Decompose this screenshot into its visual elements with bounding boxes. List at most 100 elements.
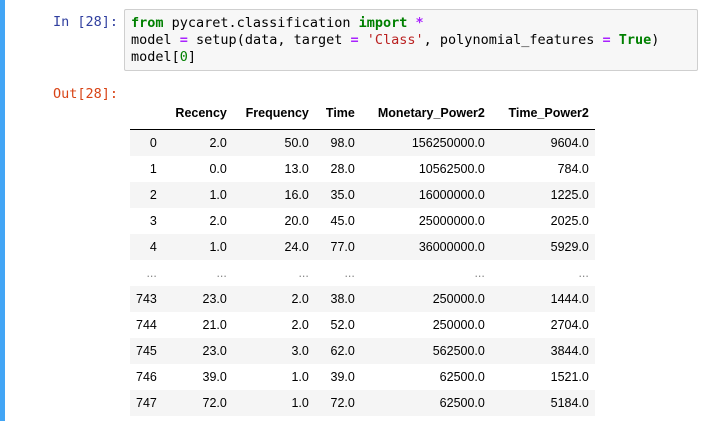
code-token: True bbox=[618, 32, 652, 48]
table-cell: ... bbox=[474, 265, 485, 280]
row-index: 744 bbox=[136, 317, 157, 332]
table-cell: 250000.0 bbox=[432, 317, 485, 332]
table-cell: 9604.0 bbox=[550, 135, 589, 150]
row-index: 3 bbox=[149, 213, 157, 228]
table-cell: ... bbox=[578, 265, 589, 280]
column-header: Time_Power2 bbox=[490, 97, 595, 130]
code-line: model[0] bbox=[131, 49, 691, 66]
output-prompt: Out[28]: bbox=[52, 86, 118, 102]
code-token: ] bbox=[187, 49, 197, 65]
code-token: model[ bbox=[131, 49, 180, 65]
table-cell: 62500.0 bbox=[439, 369, 485, 384]
column-header: Monetary_Power2 bbox=[360, 97, 491, 130]
table-cell: 38.0 bbox=[330, 291, 355, 306]
code-token: model bbox=[131, 32, 180, 48]
table-cell: 1.0 bbox=[291, 395, 309, 410]
table-row: 3 2.0 20.0 45.0 25000000.0 2025.0 bbox=[130, 208, 595, 234]
table-cell: 784.0 bbox=[557, 161, 589, 176]
table-cell: 77.0 bbox=[330, 239, 355, 254]
table-row: 0 2.0 50.0 98.0 156250000.0 9604.0 bbox=[130, 129, 595, 156]
table-cell: 45.0 bbox=[330, 213, 355, 228]
row-index: ... bbox=[146, 265, 157, 280]
index-header bbox=[130, 97, 163, 130]
code-token bbox=[611, 32, 619, 48]
row-index: 747 bbox=[136, 395, 157, 410]
column-header: Time bbox=[314, 97, 361, 130]
row-index: 2 bbox=[149, 187, 157, 202]
table-cell: 98.0 bbox=[330, 135, 355, 150]
table-cell: 35.0 bbox=[330, 187, 355, 202]
table-cell: 20.0 bbox=[284, 213, 309, 228]
table-cell: 562500.0 bbox=[432, 343, 485, 358]
table-cell: 1225.0 bbox=[550, 187, 589, 202]
code-line: model = setup(data, target = 'Class', po… bbox=[131, 32, 691, 49]
table-cell: 39.0 bbox=[330, 369, 355, 384]
row-index: 0 bbox=[149, 135, 157, 150]
code-token bbox=[407, 15, 415, 31]
table-cell: 3.0 bbox=[291, 343, 309, 358]
code-token: = bbox=[602, 32, 611, 48]
output-area: Recency Frequency Time Monetary_Power2 Time_… bbox=[130, 97, 595, 416]
code-token: = bbox=[179, 32, 188, 48]
selected-cell-indicator bbox=[0, 0, 5, 421]
table-cell: 2704.0 bbox=[550, 317, 589, 332]
table-cell: 5184.0 bbox=[550, 395, 589, 410]
table-cell: 250000.0 bbox=[432, 291, 485, 306]
table-cell: 23.0 bbox=[202, 343, 227, 358]
table-cell: 1.0 bbox=[209, 187, 227, 202]
code-token: , polynomial_features bbox=[423, 32, 603, 48]
code-line: from pycaret.classification import * bbox=[131, 15, 691, 32]
table-cell: 2.0 bbox=[291, 317, 309, 332]
table-row: .................. bbox=[130, 260, 595, 286]
row-index: 4 bbox=[149, 239, 157, 254]
code-token: = bbox=[350, 32, 359, 48]
column-header: Frequency bbox=[232, 97, 315, 130]
table-row: 4 1.0 24.0 77.0 36000000.0 5929.0 bbox=[130, 233, 595, 260]
table-cell: 62.0 bbox=[330, 343, 355, 358]
table-cell: 52.0 bbox=[330, 317, 355, 332]
table-cell: 23.0 bbox=[202, 291, 227, 306]
table-row: 746 39.0 1.0 39.0 62500.0 1521.0 bbox=[130, 364, 595, 390]
table-cell: 10562500.0 bbox=[418, 161, 485, 176]
code-token: pycaret.classification bbox=[163, 15, 359, 31]
code-token: import bbox=[358, 15, 408, 31]
input-prompt: In [28]: bbox=[52, 14, 118, 30]
row-index: 743 bbox=[136, 291, 157, 306]
code-editor[interactable]: from pycaret.classification import * mode… bbox=[124, 9, 698, 71]
table-row: 747 72.0 1.0 72.0 62500.0 5184.0 bbox=[130, 389, 595, 416]
table-cell: 1.0 bbox=[209, 239, 227, 254]
table-cell: ... bbox=[344, 265, 355, 280]
code-token: ) bbox=[651, 32, 660, 48]
table-cell: 16.0 bbox=[284, 187, 309, 202]
table-cell: 1.0 bbox=[291, 369, 309, 384]
table-cell: 156250000.0 bbox=[411, 135, 485, 150]
table-row: 2 1.0 16.0 35.0 16000000.0 1225.0 bbox=[130, 181, 595, 208]
table-cell: 25000000.0 bbox=[418, 213, 485, 228]
table-cell: 24.0 bbox=[284, 239, 309, 254]
table-cell: ... bbox=[216, 265, 227, 280]
code-token bbox=[359, 32, 367, 48]
row-index: 746 bbox=[136, 369, 157, 384]
table-cell: 28.0 bbox=[330, 161, 355, 176]
table-cell: 0.0 bbox=[209, 161, 227, 176]
table-row: 743 23.0 2.0 38.0 250000.0 1444.0 bbox=[130, 285, 595, 312]
table-cell: 62500.0 bbox=[439, 395, 485, 410]
table-cell: 5929.0 bbox=[550, 239, 589, 254]
code-token: * bbox=[415, 15, 424, 31]
table-cell: 1444.0 bbox=[550, 291, 589, 306]
table-row: 744 21.0 2.0 52.0 250000.0 2704.0 bbox=[130, 312, 595, 338]
code-token: 0 bbox=[179, 49, 188, 65]
table-cell: 39.0 bbox=[202, 369, 227, 384]
table-cell: 2025.0 bbox=[550, 213, 589, 228]
table-row: 1 0.0 13.0 28.0 10562500.0 784.0 bbox=[130, 156, 595, 182]
row-index: 745 bbox=[136, 343, 157, 358]
table-row: 745 23.0 3.0 62.0 562500.0 3844.0 bbox=[130, 337, 595, 364]
table-cell: 3844.0 bbox=[550, 343, 589, 358]
table-cell: 2.0 bbox=[209, 213, 227, 228]
row-index: 1 bbox=[149, 161, 157, 176]
table-header-row: Recency Frequency Time Monetary_Power2 Time_… bbox=[130, 97, 595, 130]
dataframe-table: Recency Frequency Time Monetary_Power2 Time_… bbox=[130, 97, 595, 416]
table-cell: 36000000.0 bbox=[418, 239, 485, 254]
table-cell: 72.0 bbox=[330, 395, 355, 410]
code-token: setup(data, target bbox=[187, 32, 351, 48]
